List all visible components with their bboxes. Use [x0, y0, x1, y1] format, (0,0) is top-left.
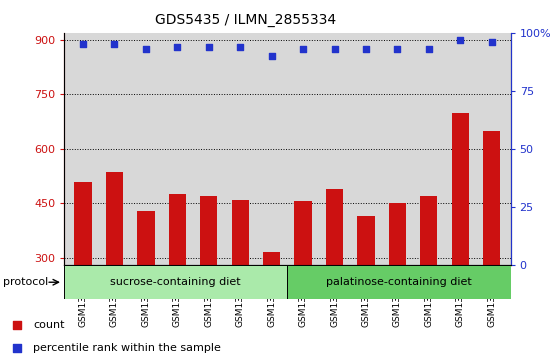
- Bar: [169, 194, 186, 265]
- Text: sucrose-containing diet: sucrose-containing diet: [110, 277, 241, 287]
- Text: palatinose-containing diet: palatinose-containing diet: [326, 277, 472, 287]
- Bar: [326, 189, 343, 265]
- Point: [487, 39, 496, 45]
- Point: [173, 44, 182, 49]
- Point: [235, 44, 244, 49]
- Point: [299, 46, 307, 52]
- Point: [79, 41, 88, 47]
- Text: GDS5435 / ILMN_2855334: GDS5435 / ILMN_2855334: [155, 13, 336, 27]
- Point: [456, 37, 465, 42]
- Text: protocol: protocol: [3, 277, 48, 287]
- Bar: [357, 216, 374, 265]
- Point: [141, 46, 150, 52]
- Bar: [64, 265, 287, 299]
- Bar: [137, 211, 155, 265]
- Point: [204, 44, 213, 49]
- Bar: [389, 203, 406, 265]
- Point: [425, 46, 434, 52]
- Point: [13, 345, 22, 351]
- Bar: [483, 131, 501, 265]
- Bar: [200, 196, 218, 265]
- Text: count: count: [33, 321, 64, 330]
- Bar: [295, 201, 312, 265]
- Point: [13, 322, 22, 328]
- Point: [362, 46, 371, 52]
- Text: percentile rank within the sample: percentile rank within the sample: [33, 343, 221, 352]
- Bar: [232, 200, 249, 265]
- Bar: [74, 182, 92, 265]
- Bar: [287, 265, 511, 299]
- Bar: [451, 113, 469, 265]
- Point: [330, 46, 339, 52]
- Point: [267, 53, 276, 59]
- Bar: [263, 252, 280, 265]
- Point: [393, 46, 402, 52]
- Bar: [420, 196, 437, 265]
- Point: [110, 41, 119, 47]
- Bar: [106, 172, 123, 265]
